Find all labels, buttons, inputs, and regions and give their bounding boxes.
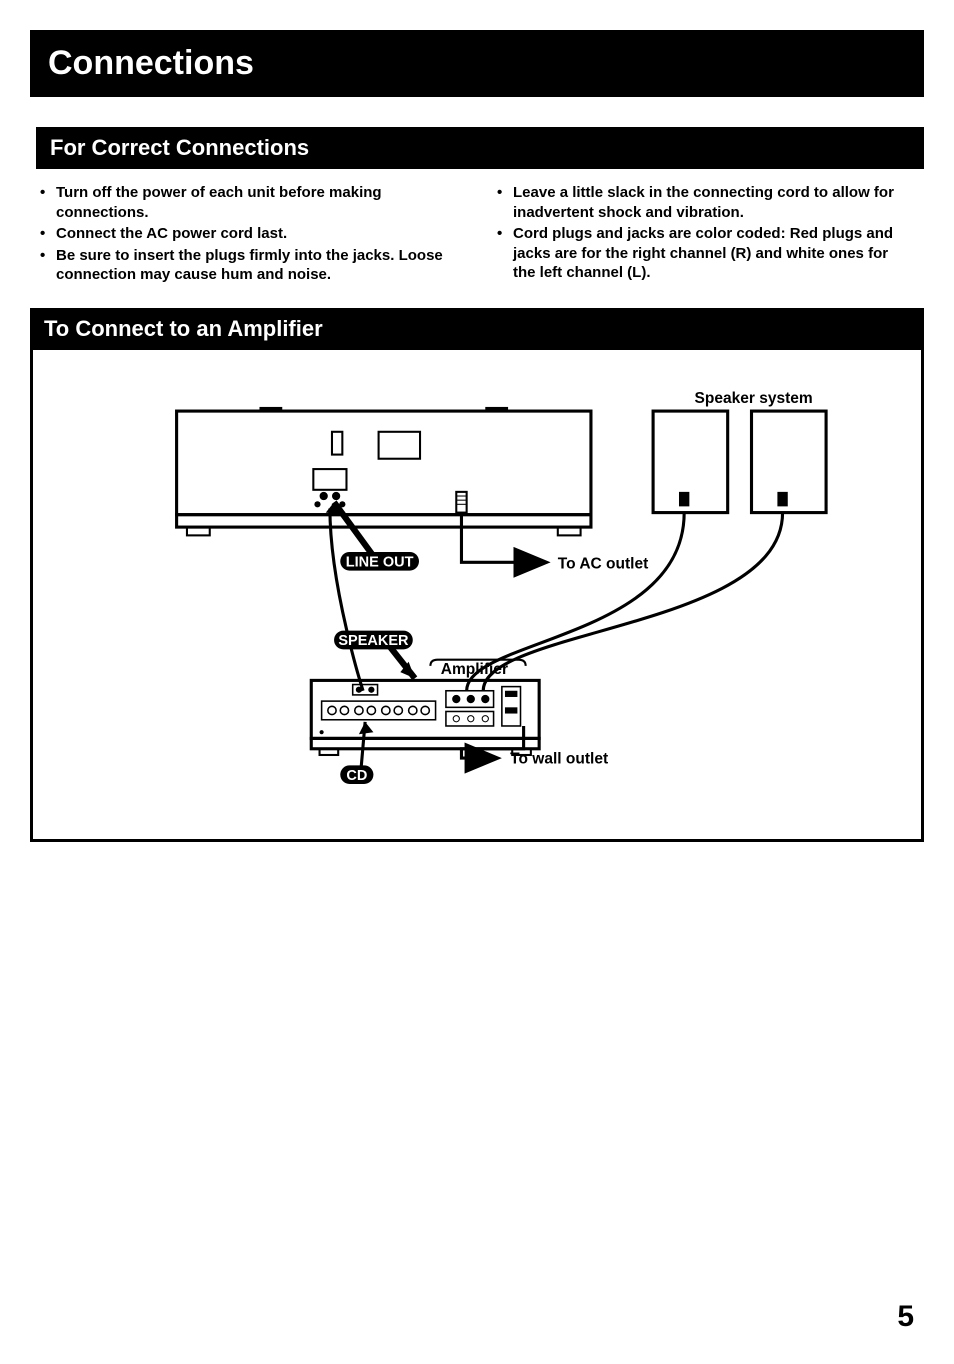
bullet-item: Connect the AC power cord last. — [40, 224, 457, 244]
amplifier-node — [311, 680, 539, 755]
svg-text:SPEAKER: SPEAKER — [338, 633, 409, 649]
bullet-item: Turn off the power of each unit before m… — [40, 183, 457, 222]
line-out-pill: LINE OUT — [340, 551, 419, 570]
section-heading-1: For Correct Connections — [30, 127, 924, 169]
wall-outlet-label: To wall outlet — [510, 750, 608, 767]
bullets-columns: Turn off the power of each unit before m… — [30, 183, 924, 287]
page-title-bar: Connections — [30, 30, 924, 97]
diagram-svg: Speaker system — [73, 380, 881, 805]
ac-outlet-label: To AC outlet — [558, 555, 649, 572]
speaker-pill: SPEAKER — [334, 630, 413, 649]
page-title: Connections — [48, 44, 254, 82]
cd-pill: CD — [340, 765, 373, 784]
bullet-item: Leave a little slack in the connecting c… — [497, 183, 914, 222]
svg-text:LINE OUT: LINE OUT — [346, 554, 414, 570]
connection-diagram: Speaker system — [33, 350, 921, 840]
cd-power-cord — [461, 512, 544, 562]
bullet-item: Be sure to insert the plugs firmly into … — [40, 246, 457, 285]
speaker-system-label: Speaker system — [695, 389, 813, 406]
cd-player-node — [177, 406, 591, 534]
page-number: 5 — [897, 1300, 914, 1334]
section-heading-2: To Connect to an Amplifier — [30, 308, 924, 350]
bullets-left: Turn off the power of each unit before m… — [40, 183, 457, 287]
speaker-system-node — [653, 411, 826, 513]
svg-text:CD: CD — [346, 767, 367, 783]
bullet-item: Cord plugs and jacks are color coded: Re… — [497, 224, 914, 283]
diagram-section: To Connect to an Amplifier — [30, 308, 924, 843]
bullets-right: Leave a little slack in the connecting c… — [497, 183, 914, 287]
